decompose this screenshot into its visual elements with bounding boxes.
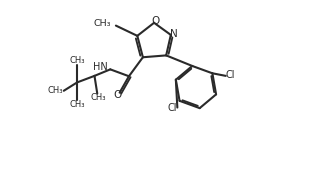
Text: CH₃: CH₃ [47, 86, 63, 95]
Text: N: N [170, 29, 178, 39]
Text: CH₃: CH₃ [94, 19, 111, 28]
Text: O: O [114, 90, 122, 100]
Text: O: O [151, 16, 159, 26]
Text: HN: HN [93, 63, 108, 73]
Text: CH₃: CH₃ [70, 56, 86, 65]
Text: Cl: Cl [167, 103, 177, 113]
Text: CH₃: CH₃ [90, 93, 106, 102]
Text: Cl: Cl [225, 70, 235, 80]
Text: CH₃: CH₃ [70, 100, 86, 109]
